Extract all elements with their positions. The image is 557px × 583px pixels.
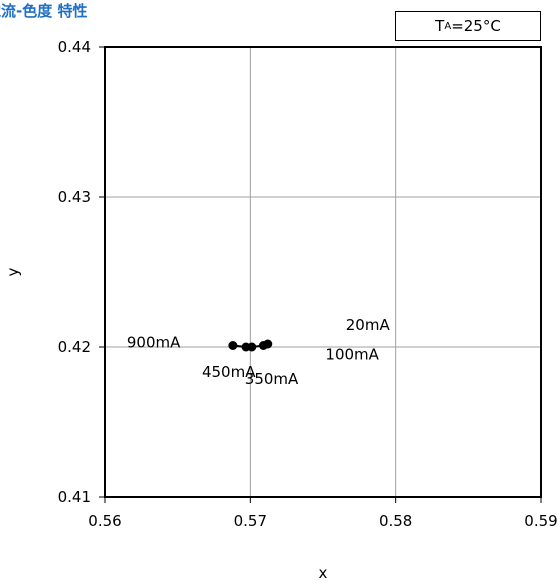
data-point: [258, 341, 268, 350]
x-tick-label: 0.57: [234, 512, 267, 530]
y-tick-label: 0.43: [58, 188, 91, 206]
data-label: 100mA: [325, 346, 379, 364]
data-series: [228, 339, 273, 352]
x-tick-label: 0.59: [524, 512, 557, 530]
plot-area-frame: [104, 46, 542, 498]
temperature-condition-box: T A =25°C: [395, 11, 541, 41]
x-axis-label: x: [319, 564, 328, 582]
grid-lines: [105, 47, 541, 497]
x-axis-ticks: 0.56 0.57 0.58 0.59: [88, 497, 557, 530]
data-label: 450mA: [202, 363, 256, 381]
data-label: 20mA: [346, 316, 391, 334]
data-point: [228, 341, 238, 350]
y-axis-ticks: 0.41 0.42 0.43 0.44: [58, 38, 105, 506]
y-tick-label: 0.41: [58, 488, 91, 506]
condition-subscript: A: [444, 20, 452, 32]
condition-value: =25°C: [451, 17, 501, 35]
data-point: [241, 342, 251, 352]
y-axis-label: y: [4, 267, 22, 276]
data-label: 350mA: [245, 370, 299, 388]
data-label: 900mA: [127, 334, 181, 352]
x-tick-label: 0.58: [379, 512, 412, 530]
chart-title: 電流-色度 特性: [0, 2, 88, 20]
condition-main: T: [435, 17, 445, 35]
y-tick-label: 0.44: [58, 38, 91, 56]
x-tick-label: 0.56: [88, 512, 121, 530]
y-tick-label: 0.42: [58, 338, 91, 356]
